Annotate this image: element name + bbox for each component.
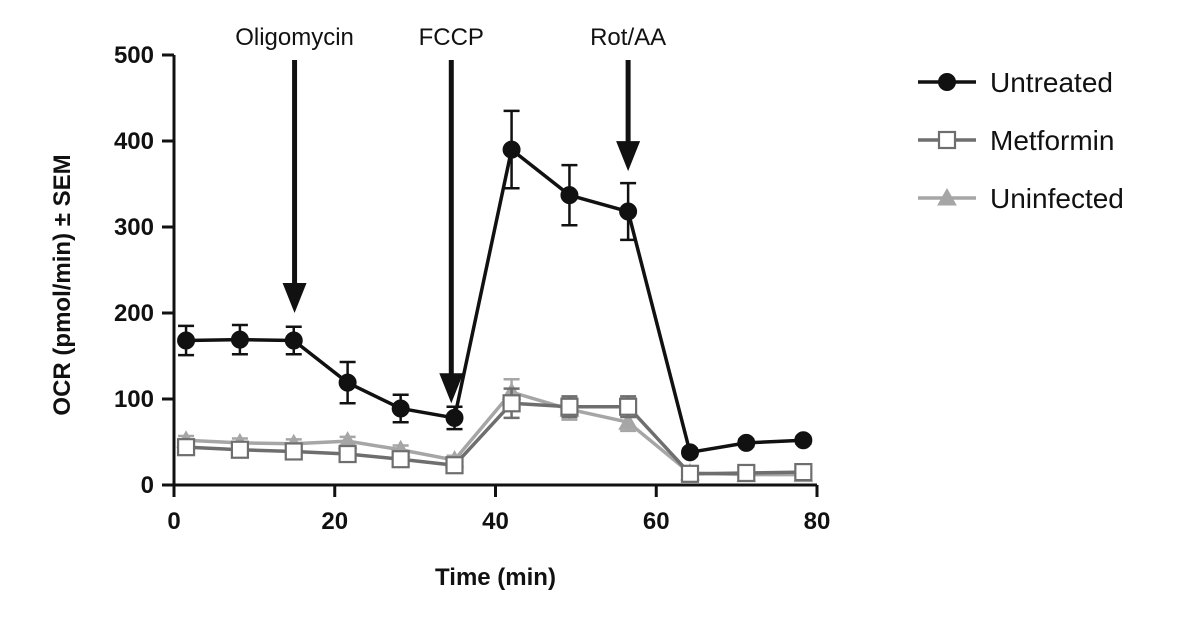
annotation-arrow-head — [616, 141, 641, 172]
annotation-arrow-head — [282, 283, 307, 313]
treatment-annotations: Oligomycin FCCP Rot/AA — [235, 24, 666, 404]
x-tick-label: 80 — [804, 508, 831, 535]
annotation-label: Oligomycin — [235, 24, 354, 51]
data-point-untreated — [794, 431, 813, 450]
data-point-metformin — [176, 438, 196, 457]
data-point-untreated — [681, 443, 700, 462]
annotation-rot-aa: Rot/AA — [590, 24, 666, 172]
x-tick-label: 60 — [643, 508, 670, 535]
annotation-label: Rot/AA — [590, 24, 666, 51]
axes: 0 100 200 300 400 500 0 20 40 60 80 — [114, 42, 830, 535]
y-tick-label: 400 — [114, 128, 154, 155]
data-point-untreated — [284, 331, 303, 350]
series-line-uninfected — [185, 390, 804, 477]
data-point-metformin — [284, 442, 303, 461]
series-uninfected — [176, 377, 814, 483]
data-point-metformin — [794, 463, 813, 482]
data-point-uninfected — [618, 412, 638, 430]
annotation-label: FCCP — [419, 24, 484, 51]
legend-item-untreated: Untreated — [918, 67, 1113, 98]
x-axis-ticks: 0 20 40 60 80 — [167, 485, 830, 535]
data-point-metformin — [391, 450, 410, 469]
y-tick-label: 200 — [114, 300, 154, 327]
data-point-metformin — [680, 464, 700, 483]
data-point-untreated — [338, 373, 357, 392]
data-point-untreated — [560, 186, 579, 205]
data-point-metformin — [737, 463, 756, 483]
legend-marker-uninfected — [937, 187, 957, 206]
legend-marker-metformin — [937, 130, 957, 150]
data-point-untreated — [391, 399, 410, 418]
data-point-untreated — [737, 433, 756, 452]
series-line-untreated — [186, 147, 804, 455]
legend-label-uninfected: Uninfected — [990, 183, 1124, 214]
legend-marker-untreated — [938, 73, 956, 91]
data-point-metformin — [619, 397, 638, 416]
y-tick-label: 100 — [114, 386, 154, 413]
legend-item-uninfected: Uninfected — [918, 183, 1124, 214]
data-point-untreated — [177, 331, 196, 350]
data-point-metformin — [560, 397, 579, 416]
data-point-untreated — [230, 330, 249, 349]
y-tick-label: 0 — [141, 472, 154, 499]
data-point-untreated — [619, 202, 638, 221]
plot-series — [176, 109, 814, 483]
x-axis-title: Time (min) — [435, 564, 556, 591]
x-tick-label: 20 — [321, 508, 348, 535]
legend-item-metformin: Metformin — [918, 125, 1114, 156]
series-metformin — [176, 387, 813, 483]
data-point-metformin — [502, 394, 521, 413]
series-untreated — [177, 109, 813, 462]
annotation-oligomycin: Oligomycin — [235, 24, 354, 313]
legend: Untreated Metformin Uninfected — [918, 67, 1124, 214]
y-axis-title: OCR (pmol/min) ± SEM — [49, 154, 76, 415]
x-tick-label: 0 — [167, 508, 180, 535]
data-point-metformin — [445, 456, 464, 475]
legend-label-metformin: Metformin — [990, 125, 1114, 156]
y-tick-label: 300 — [114, 214, 154, 241]
data-point-untreated — [445, 408, 464, 427]
data-point-metformin — [230, 440, 250, 459]
data-point-untreated — [502, 140, 521, 159]
legend-label-untreated: Untreated — [990, 67, 1113, 98]
y-tick-label: 500 — [114, 42, 154, 69]
y-axis-ticks: 0 100 200 300 400 500 — [114, 42, 174, 499]
annotation-fccp: FCCP — [419, 24, 484, 404]
annotation-arrow-head — [439, 373, 464, 404]
x-tick-label: 40 — [482, 508, 509, 535]
data-point-metformin — [338, 444, 357, 464]
